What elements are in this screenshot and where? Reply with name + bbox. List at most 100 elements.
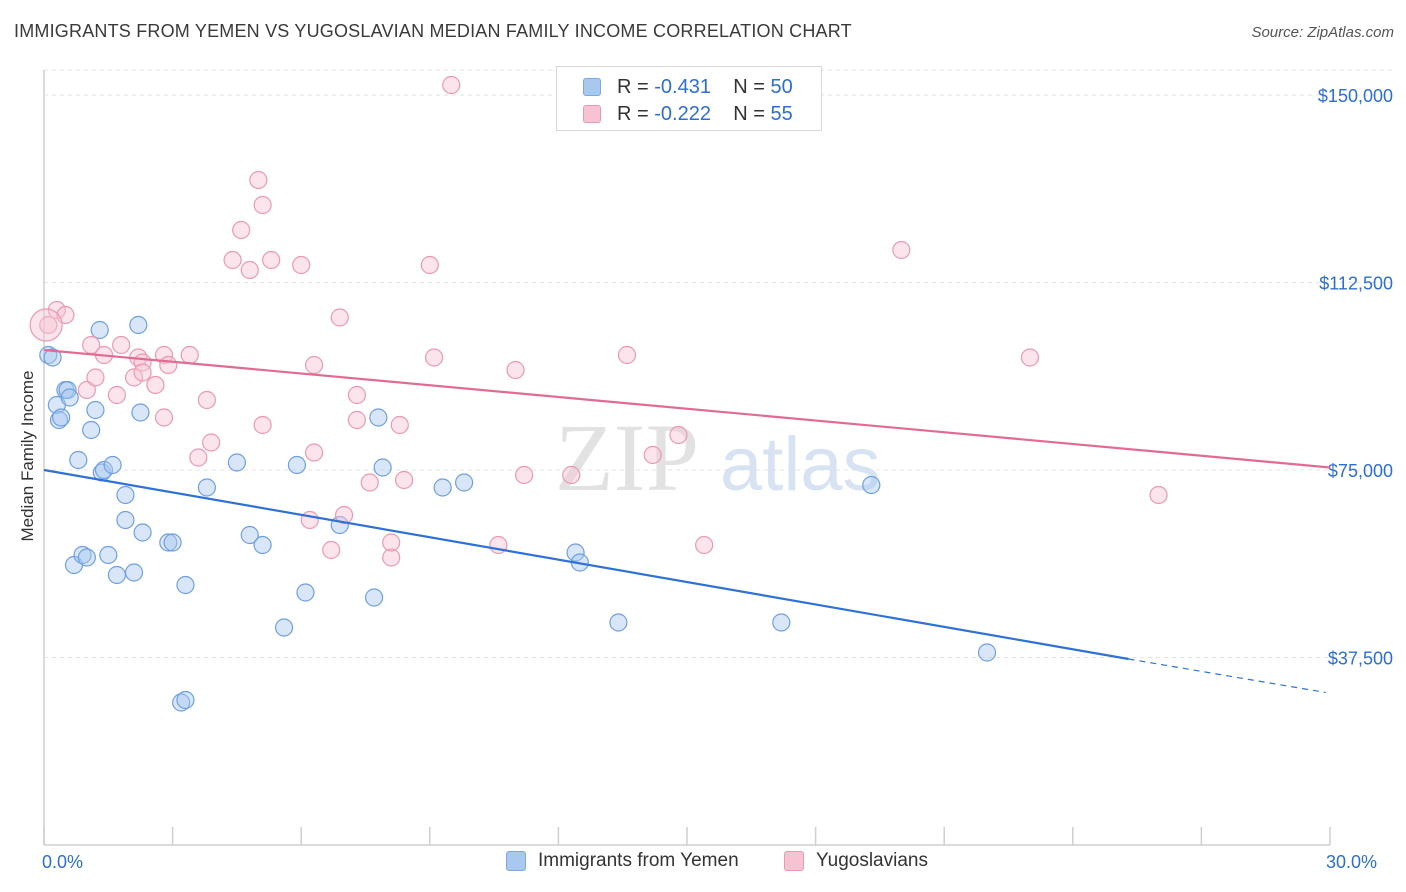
- watermark: ZIP atlas: [555, 404, 881, 511]
- stats-legend: R = -0.431 N = 50 R = -0.222 N = 55: [556, 66, 822, 131]
- data-point: [364, 588, 384, 607]
- data-point: [116, 485, 135, 505]
- data-point: [86, 368, 105, 387]
- data-point-cluster: [29, 308, 63, 342]
- data-point: [300, 510, 319, 530]
- bottom-legend-yugoslavians: Yugoslavians: [784, 850, 928, 872]
- series-yemen: [39, 315, 997, 712]
- data-point: [695, 535, 714, 555]
- grid-lines: [44, 69, 1395, 658]
- data-point: [382, 533, 401, 552]
- trend-line-yugoslavians: [43, 348, 1331, 469]
- data-point: [369, 408, 388, 427]
- bottom-legend-label-yemen: Immigrants from Yemen: [538, 850, 739, 871]
- data-point: [47, 300, 66, 320]
- data-point: [124, 563, 144, 582]
- legend-r-label: R =: [617, 102, 649, 125]
- data-point: [382, 548, 401, 567]
- data-point: [232, 220, 251, 240]
- x-tick-min: 0.0%: [42, 852, 84, 872]
- data-point: [669, 425, 688, 445]
- bottom-legend-swatch-yugoslavians: [784, 851, 804, 871]
- y-tick-label: $150,000: [1318, 86, 1393, 106]
- data-point: [103, 455, 122, 475]
- legend-n-value: 55: [770, 102, 793, 125]
- legend-r-value: -0.222: [654, 102, 711, 125]
- data-point: [154, 345, 174, 365]
- data-point: [772, 613, 791, 632]
- trend-lines: [43, 348, 1331, 694]
- data-point: [347, 410, 367, 430]
- data-point: [197, 478, 216, 497]
- bottom-legend-swatch-yemen: [506, 851, 526, 871]
- data-point: [180, 345, 199, 365]
- data-point: [124, 368, 144, 387]
- data-point: [515, 465, 534, 485]
- watermark-atlas: atlas: [720, 422, 881, 507]
- data-point: [433, 478, 452, 497]
- legend-swatch-yugoslavians: [583, 105, 601, 123]
- data-point: [334, 505, 354, 525]
- data-point: [159, 355, 178, 375]
- data-point: [43, 348, 62, 367]
- data-point: [77, 548, 96, 567]
- data-point: [94, 460, 114, 480]
- data-point: [49, 410, 69, 430]
- data-point: [90, 320, 109, 340]
- data-point: [394, 470, 414, 490]
- trend-line-extension-yemen: [1128, 658, 1326, 694]
- data-point: [454, 473, 474, 492]
- data-point: [133, 523, 152, 542]
- x-tick-max: 30.0%: [1326, 852, 1378, 872]
- legend-swatch-yemen: [583, 78, 601, 96]
- data-point: [86, 400, 105, 420]
- data-point: [116, 510, 135, 530]
- y-axis-label: Median Family Income: [18, 370, 37, 542]
- data-points: [29, 75, 1168, 712]
- data-point: [176, 575, 195, 595]
- data-point: [322, 540, 341, 560]
- data-point: [862, 475, 881, 495]
- data-point: [1149, 485, 1168, 505]
- data-point: [287, 455, 307, 475]
- data-point: [133, 363, 152, 382]
- data-point: [304, 443, 324, 462]
- data-point: [262, 250, 281, 270]
- data-point: [249, 170, 268, 190]
- data-point: [347, 385, 367, 405]
- data-point: [52, 408, 71, 427]
- data-point: [360, 473, 379, 492]
- data-point: [146, 375, 165, 395]
- data-point: [107, 565, 126, 585]
- data-point: [77, 380, 96, 400]
- data-point: [566, 543, 585, 562]
- data-point: [159, 533, 178, 552]
- y-tick-labels: $37,500 $75,000 $112,500 $150,000: [1318, 86, 1393, 669]
- legend-n-label: N =: [733, 102, 765, 125]
- y-tick-label: $75,000: [1328, 461, 1393, 481]
- data-point: [129, 315, 148, 335]
- data-point: [424, 348, 444, 367]
- data-point: [223, 250, 242, 270]
- data-point: [373, 458, 392, 477]
- trend-line-yemen: [43, 468, 1129, 661]
- legend-row-yugoslavians: R = -0.222 N = 55: [583, 103, 793, 125]
- data-point: [562, 465, 581, 485]
- data-point: [154, 408, 174, 427]
- source-label: Source: ZipAtlas.com: [1251, 24, 1394, 41]
- data-point: [274, 618, 294, 637]
- data-point: [609, 613, 628, 632]
- data-point: [892, 240, 911, 260]
- data-point: [202, 433, 221, 452]
- axes: [43, 70, 1331, 846]
- data-point: [390, 415, 409, 435]
- y-tick-label: $37,500: [1328, 649, 1393, 669]
- data-point: [60, 388, 79, 407]
- data-point: [977, 643, 997, 662]
- data-point: [240, 525, 259, 545]
- data-point: [82, 420, 101, 440]
- data-point: [163, 533, 182, 552]
- data-point: [69, 450, 88, 470]
- data-point: [643, 445, 662, 465]
